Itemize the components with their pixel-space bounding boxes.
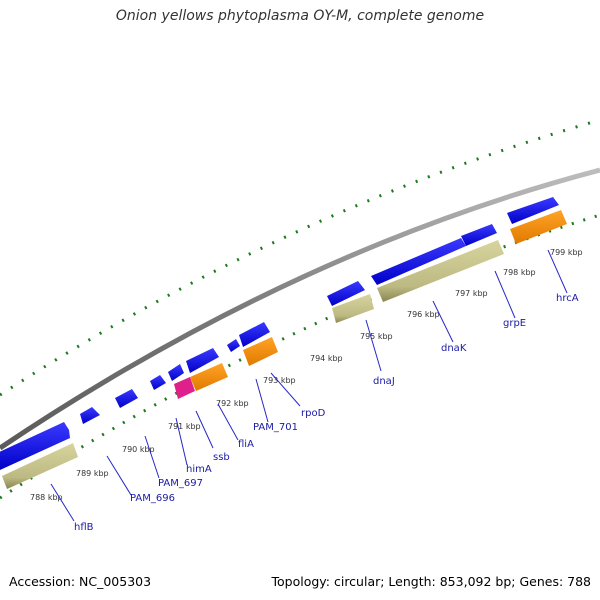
gene-leader-line bbox=[494, 270, 516, 319]
gene-leader-line bbox=[217, 403, 239, 441]
gene-arrow[interactable] bbox=[507, 197, 559, 224]
gene-arrow[interactable] bbox=[174, 377, 195, 399]
gene-arrow[interactable] bbox=[0, 422, 70, 470]
gene-leader-line bbox=[547, 249, 568, 294]
kbp-label: 795 kbp bbox=[360, 332, 393, 341]
forward-strand-features bbox=[0, 197, 559, 470]
outer-gc-track bbox=[0, 118, 600, 397]
gene-label-grpe[interactable]: grpE bbox=[503, 318, 526, 329]
gene-label-hrca[interactable]: hrcA bbox=[556, 293, 579, 304]
gene-arrow[interactable] bbox=[239, 322, 270, 347]
gene-label-pam-696[interactable]: PAM_696 bbox=[130, 493, 175, 504]
kbp-label: 796 kbp bbox=[407, 310, 440, 319]
kbp-label: 790 kbp bbox=[122, 445, 155, 454]
genome-summary: Topology: circular; Length: 853,092 bp; … bbox=[271, 574, 592, 589]
rna-feature[interactable] bbox=[332, 294, 374, 323]
gene-label-flia[interactable]: fliA bbox=[238, 439, 254, 450]
gene-arrow[interactable] bbox=[190, 363, 228, 391]
gene-leader-line bbox=[432, 300, 454, 343]
gene-arrow[interactable] bbox=[461, 224, 497, 246]
gene-label-pam-701[interactable]: PAM_701 bbox=[253, 422, 298, 433]
gene-arrow[interactable] bbox=[150, 375, 166, 390]
gene-leader-line bbox=[195, 410, 214, 449]
rna-feature[interactable] bbox=[377, 240, 504, 302]
gene-arrow[interactable] bbox=[371, 238, 466, 285]
accession-label: Accession: NC_005303 bbox=[9, 574, 152, 589]
gene-leader-line bbox=[270, 372, 301, 407]
inner-gc-track bbox=[0, 213, 600, 500]
kbp-label: 788 kbp bbox=[30, 493, 63, 502]
kbp-label: 797 kbp bbox=[455, 289, 488, 298]
gene-arrow[interactable] bbox=[243, 337, 278, 366]
gene-label-dnak[interactable]: dnaK bbox=[441, 343, 467, 354]
kbp-label: 789 kbp bbox=[76, 469, 109, 478]
gene-leader-line bbox=[365, 319, 382, 372]
map-title: Onion yellows phytoplasma OY-M, complete… bbox=[115, 8, 485, 24]
rna-feature[interactable] bbox=[2, 443, 78, 489]
gene-arrow[interactable] bbox=[327, 281, 365, 306]
gene-arrow[interactable] bbox=[510, 210, 567, 244]
reverse-strand-features bbox=[2, 210, 567, 489]
kbp-label: 791 kbp bbox=[168, 422, 201, 431]
kbp-label: 798 kbp bbox=[503, 268, 536, 277]
gene-leader-line bbox=[144, 435, 160, 479]
kbp-label: 793 kbp bbox=[263, 376, 296, 385]
gene-label-ssb[interactable]: ssb bbox=[213, 452, 230, 463]
gene-arrow[interactable] bbox=[80, 407, 100, 424]
gene-arrow[interactable] bbox=[115, 389, 138, 408]
kbp-label: 799 kbp bbox=[550, 248, 583, 257]
gene-leader-line bbox=[175, 417, 188, 466]
gene-label-rpod[interactable]: rpoD bbox=[301, 408, 326, 419]
kbp-label: 794 kbp bbox=[310, 354, 343, 363]
gene-arrow[interactable] bbox=[186, 348, 219, 373]
gene-label-hflb[interactable]: hflB bbox=[74, 522, 94, 533]
kbp-scale: 788 kbp 789 kbp 790 kbp 791 kbp 792 kbp 793 k… bbox=[30, 248, 583, 502]
gene-arrow[interactable] bbox=[227, 339, 240, 352]
gene-arrow[interactable] bbox=[168, 364, 184, 381]
kbp-label: 792 kbp bbox=[216, 399, 249, 408]
gene-label-pam-697[interactable]: PAM_697 bbox=[158, 478, 203, 489]
gene-leader-line bbox=[50, 483, 75, 522]
gene-label-hima[interactable]: himA bbox=[186, 464, 212, 475]
gene-label-dnaj[interactable]: dnaJ bbox=[373, 376, 395, 387]
gene-leader-line bbox=[106, 455, 132, 496]
backbone-ring bbox=[0, 167, 600, 451]
gene-leader-line bbox=[255, 378, 269, 423]
